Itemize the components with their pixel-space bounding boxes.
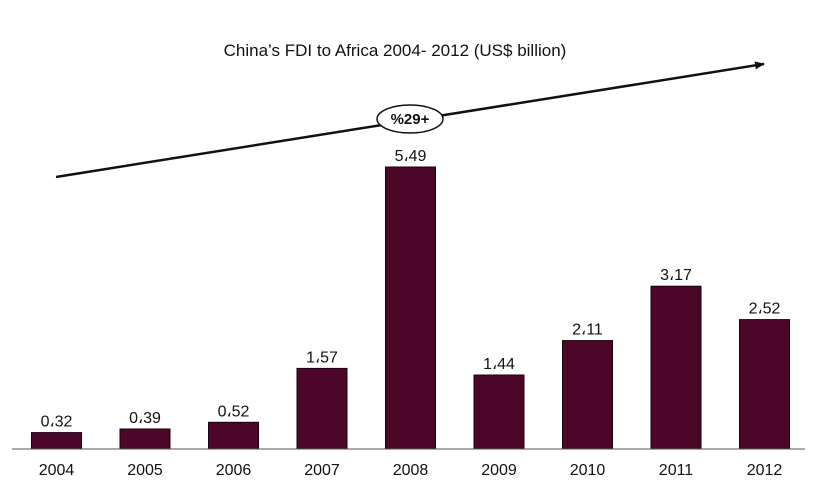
bar-2012 xyxy=(739,319,790,450)
value-label-2007: 1،57 xyxy=(306,349,338,366)
bars-group xyxy=(31,166,790,450)
bar-2006 xyxy=(208,421,259,450)
growth-badge-label: %29+ xyxy=(391,111,430,128)
x-tick-label-2011: 2011 xyxy=(659,462,694,479)
bar-2005 xyxy=(119,428,171,450)
bar-2011 xyxy=(650,285,702,450)
value-label-2012: 2،52 xyxy=(749,301,781,318)
value-label-2004: 0،32 xyxy=(41,414,73,431)
x-tick-label-2010: 2010 xyxy=(570,462,606,479)
x-tick-label-2009: 2009 xyxy=(481,462,517,479)
x-tick-label-2012: 2012 xyxy=(747,462,783,479)
chart-title: China’s FDI to Africa 2004- 2012 (US$ bi… xyxy=(224,41,567,60)
bar-2009 xyxy=(473,374,525,450)
x-tick-label-2008: 2008 xyxy=(393,462,429,479)
value-label-2009: 1،44 xyxy=(483,356,515,373)
value-label-2005: 0،39 xyxy=(129,410,161,427)
bar-2007 xyxy=(296,367,348,450)
value-label-2011: 3،17 xyxy=(660,267,692,284)
growth-badge xyxy=(376,104,444,134)
bar-2008 xyxy=(385,166,436,450)
x-tick-label-2007: 2007 xyxy=(304,462,340,479)
value-label-2010: 2،11 xyxy=(572,322,603,339)
x-tick-label-2005: 2005 xyxy=(127,462,163,479)
value-label-2006: 0،52 xyxy=(218,403,250,420)
bar-2010 xyxy=(562,340,613,450)
x-tick-label-2004: 2004 xyxy=(39,462,75,479)
x-tick-label-2006: 2006 xyxy=(216,462,252,479)
value-labels-group: 0،32 0،39 0،52 1،57 5،49 1،44 2،11 3،17 2،52 xyxy=(41,148,781,431)
value-label-2008: 5،49 xyxy=(395,148,427,165)
bar-2004 xyxy=(31,432,82,450)
x-tick-labels: 2004 2005 2006 2007 2008 2009 2010 2011 2012 xyxy=(39,462,783,479)
